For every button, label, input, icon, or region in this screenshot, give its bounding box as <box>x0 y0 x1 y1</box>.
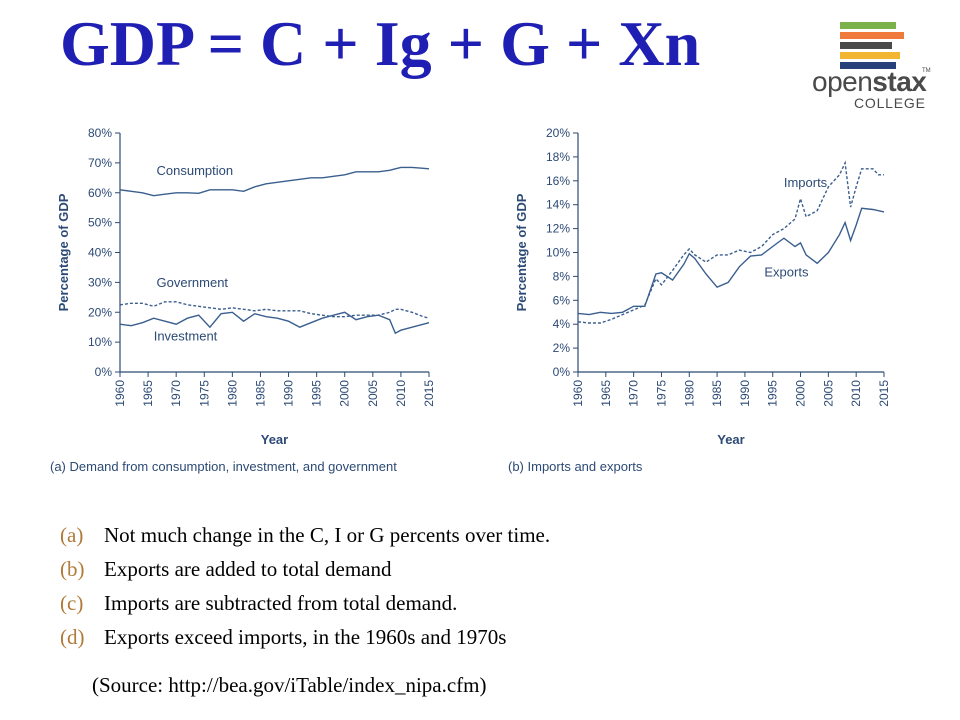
openstax-logo: openstax TM COLLEGE <box>812 22 932 112</box>
y-tick-label: 50% <box>88 216 112 230</box>
x-tick-label: 1990 <box>738 380 752 407</box>
series-label-imports: Imports <box>784 175 828 190</box>
x-tick-label: 1990 <box>282 380 296 407</box>
chart-consumption-investment-government: 0% 10% 20% 30% 40% 50% 60% 70% 80% 1960 1965 1970 19… <box>50 126 436 474</box>
y-tick-label: 10% <box>546 246 570 260</box>
note-item: (b) Exports are added to total demand <box>60 552 550 586</box>
logo-subtitle: COLLEGE <box>854 95 926 111</box>
x-tick-label: 1975 <box>197 380 211 407</box>
y-tick-label: 16% <box>546 174 570 188</box>
note-text: Not much change in the C, I or G percent… <box>104 523 551 547</box>
series-label-investment: Investment <box>154 329 218 344</box>
note-marker: (c) <box>60 591 84 615</box>
note-text: Exports are added to total demand <box>104 557 392 581</box>
y-tick-label: 18% <box>546 150 570 164</box>
logo-stripe-gray <box>840 42 892 49</box>
y-tick-label: 14% <box>546 198 570 212</box>
y-tick-label: 2% <box>553 341 571 355</box>
notes-list: (a) Not much change in the C, I or G perc… <box>60 518 550 654</box>
note-marker: (b) <box>60 557 85 581</box>
x-tick-label: 2000 <box>338 380 352 407</box>
series-line-investment <box>119 311 430 335</box>
y-tick-label: 80% <box>88 126 112 140</box>
y-tick-label: 6% <box>553 293 571 307</box>
x-tick-label: 1970 <box>627 380 641 407</box>
x-tick-label: 2015 <box>422 380 436 407</box>
x-tick-label: 1985 <box>710 380 724 407</box>
x-tick-label: 1970 <box>169 380 183 407</box>
logo-wordmark: openstax <box>812 66 927 97</box>
y-tick-label: 12% <box>546 222 570 236</box>
x-axis-title: Year <box>717 432 744 447</box>
logo-stripe-green <box>840 22 896 29</box>
y-tick-label: 20% <box>546 126 570 140</box>
x-tick-label: 2015 <box>877 380 891 407</box>
note-text: Imports are subtracted from total demand… <box>104 591 458 615</box>
x-tick-label: 2010 <box>849 380 863 407</box>
note-item: (c) Imports are subtracted from total dem… <box>60 586 550 620</box>
x-tick-label: 1980 <box>225 380 239 407</box>
x-tick-label: 1995 <box>310 380 324 407</box>
x-tick-label: 1960 <box>571 380 585 407</box>
x-tick-label: 2005 <box>366 380 380 407</box>
y-tick-label: 8% <box>553 269 571 283</box>
x-tick-label: 2005 <box>821 380 835 407</box>
logo-stripe-yellow <box>840 52 900 59</box>
y-tick-label: 60% <box>88 186 112 200</box>
logo-wordmark-open: open <box>812 66 873 97</box>
series-line-government <box>119 301 430 319</box>
y-tick-label: 30% <box>88 275 112 289</box>
y-tick-label: 70% <box>88 156 112 170</box>
x-tick-label: 1965 <box>599 380 613 407</box>
series-line-imports <box>577 160 884 324</box>
chart-imports-exports: 0% 2% 4% 6% 8% 10% 12% 14% 16% 18% 20% 1960 1965 1970… <box>508 126 891 474</box>
y-tick-label: 40% <box>88 246 112 260</box>
slide-title: GDP = C + Ig + G + Xn <box>60 8 701 79</box>
x-tick-label: 1995 <box>766 380 780 407</box>
series-line-exports <box>577 207 885 316</box>
logo-stripe-orange <box>840 32 904 39</box>
y-tick-label: 10% <box>88 335 112 349</box>
note-marker: (d) <box>60 625 85 649</box>
x-tick-label: 1985 <box>253 380 267 407</box>
series-label-consumption: Consumption <box>157 163 234 178</box>
chart-caption: (a) Demand from consumption, investment,… <box>50 459 397 474</box>
series-label-government: Government <box>157 275 229 290</box>
note-item: (a) Not much change in the C, I or G perc… <box>60 518 550 552</box>
note-item: (d) Exports exceed imports, in the 1960s … <box>60 620 550 654</box>
logo-wordmark-stax: stax <box>872 66 927 97</box>
x-tick-label: 2000 <box>794 380 808 407</box>
y-axis-title: Percentage of GDP <box>514 193 529 311</box>
y-tick-label: 0% <box>553 365 571 379</box>
y-tick-label: 4% <box>553 317 571 331</box>
y-tick-label: 20% <box>88 305 112 319</box>
x-tick-label: 2010 <box>394 380 408 407</box>
note-text: Exports exceed imports, in the 1960s and… <box>104 625 507 649</box>
x-tick-label: 1965 <box>141 380 155 407</box>
x-tick-label: 1980 <box>682 380 696 407</box>
x-tick-label: 1975 <box>654 380 668 407</box>
note-marker: (a) <box>60 523 84 547</box>
x-axis-title: Year <box>261 432 288 447</box>
series-line-consumption <box>119 166 430 197</box>
y-tick-label: 0% <box>95 365 113 379</box>
x-tick-label: 1960 <box>113 380 127 407</box>
logo-stripe-navy <box>840 62 896 69</box>
y-axis-title: Percentage of GDP <box>56 193 71 311</box>
source-citation: (Source: http://bea.gov/iTable/index_nip… <box>92 673 487 697</box>
logo-trademark: TM <box>922 68 931 74</box>
chart-caption: (b) Imports and exports <box>508 459 643 474</box>
series-label-exports: Exports <box>764 264 809 279</box>
